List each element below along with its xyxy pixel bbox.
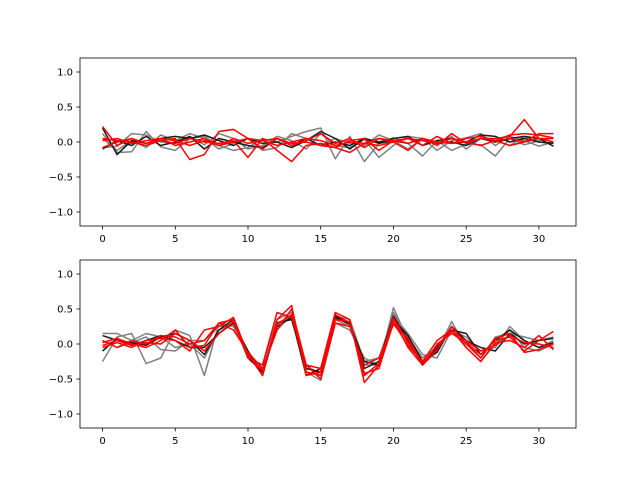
top-y-tick-label-4: 1.0 bbox=[57, 68, 73, 79]
top-y-ticks: −1.0 −0.5 0.0 0.5 1.0 bbox=[49, 68, 80, 219]
bottom-x-tick-label-0: 0 bbox=[99, 436, 105, 447]
top-series-group bbox=[101, 118, 554, 163]
bottom-series-line-8 bbox=[102, 308, 554, 380]
top-x-tick-label-0: 0 bbox=[99, 234, 105, 245]
bottom-y-ticks: −1.0 −0.5 0.0 0.5 1.0 bbox=[49, 270, 80, 421]
top-x-tick-label-6: 30 bbox=[533, 234, 546, 245]
bottom-y-tick-label-2: 0.0 bbox=[57, 340, 73, 351]
bottom-series-group bbox=[101, 304, 554, 384]
top-y-tick-label-1: −0.5 bbox=[49, 173, 73, 184]
top-x-ticks: 0 5 10 15 20 25 30 bbox=[99, 226, 545, 245]
bottom-x-tick-label-2: 10 bbox=[242, 436, 255, 447]
bottom-x-tick-label-6: 30 bbox=[533, 436, 546, 447]
top-x-tick-label-2: 10 bbox=[242, 234, 255, 245]
bottom-x-ticks: 0 5 10 15 20 25 30 bbox=[99, 428, 545, 447]
bottom-y-tick-label-4: 1.0 bbox=[57, 270, 73, 281]
bottom-series-line-9 bbox=[102, 313, 554, 377]
top-y-tick-label-3: 0.5 bbox=[57, 103, 73, 114]
bottom-y-tick-label-1: −0.5 bbox=[49, 375, 73, 386]
bottom-subplot: 0 5 10 15 20 25 30 −1.0 −0.5 0.0 0.5 1.0 bbox=[49, 259, 577, 447]
top-subplot: 0 5 10 15 20 25 30 −1.0 −0.5 0.0 0.5 1.0 bbox=[49, 57, 577, 245]
bottom-x-tick-label-1: 5 bbox=[172, 436, 178, 447]
bottom-y-tick-label-0: −1.0 bbox=[49, 410, 73, 421]
bottom-y-tick-label-3: 0.5 bbox=[57, 305, 73, 316]
bottom-x-tick-label-4: 20 bbox=[387, 436, 400, 447]
top-y-tick-label-2: 0.0 bbox=[57, 138, 73, 149]
bottom-x-tick-label-3: 15 bbox=[314, 436, 327, 447]
top-series-line-9 bbox=[102, 132, 554, 147]
top-series-line-8 bbox=[102, 135, 554, 152]
top-x-tick-label-1: 5 bbox=[172, 234, 178, 245]
top-x-tick-label-4: 20 bbox=[387, 234, 400, 245]
top-x-tick-label-5: 25 bbox=[460, 234, 473, 245]
bottom-series-line-7 bbox=[102, 304, 554, 377]
top-x-tick-label-3: 15 bbox=[314, 234, 327, 245]
bottom-x-tick-label-5: 25 bbox=[460, 436, 473, 447]
top-y-tick-label-0: −1.0 bbox=[49, 208, 73, 219]
